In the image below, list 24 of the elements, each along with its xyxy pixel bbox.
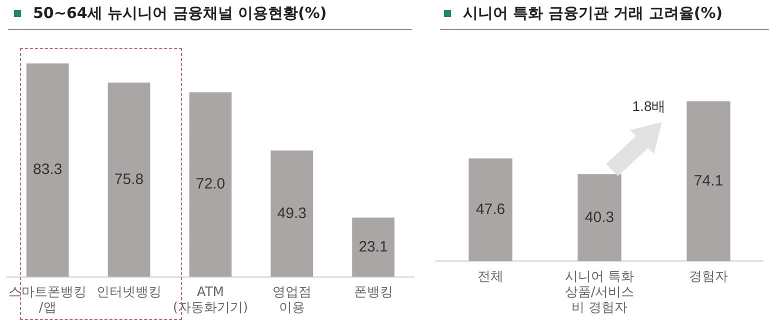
x-tick-label: ATM (자동화기기): [172, 284, 248, 316]
annotation: 1.8배: [632, 98, 666, 114]
data-label: 72.0: [196, 176, 226, 193]
bar: [26, 63, 69, 277]
data-label: 40.3: [584, 208, 614, 226]
x-tick-label: 스마트폰뱅킹 /앱: [8, 284, 87, 316]
data-label: 74.1: [694, 172, 724, 190]
x-tick-label: 인터넷뱅킹: [96, 284, 162, 300]
bar: [270, 150, 314, 277]
x-tick-label: 영업점 이용: [272, 284, 312, 316]
bar: [108, 82, 150, 277]
x-tick-label: 전체: [478, 269, 504, 284]
data-label: 75.8: [114, 170, 144, 188]
chart-title: 시니어 특화 금융기관 거래 고려율(%): [463, 4, 723, 23]
data-label: 23.1: [358, 238, 388, 256]
x-tick-label: 경험자: [689, 269, 728, 284]
bar: [352, 218, 394, 277]
bar: [189, 92, 232, 277]
x-tick-label: 시니어 특화 상품/서비스 비 경험자: [564, 269, 634, 316]
data-label: 47.6: [476, 200, 506, 218]
chart-title: 50~64세 뉴시니어 금융채널 이용현황(%): [33, 4, 327, 23]
x-tick-label: 폰뱅킹: [354, 284, 393, 300]
data-label: 49.3: [277, 204, 306, 222]
data-label: 83.3: [33, 161, 62, 178]
